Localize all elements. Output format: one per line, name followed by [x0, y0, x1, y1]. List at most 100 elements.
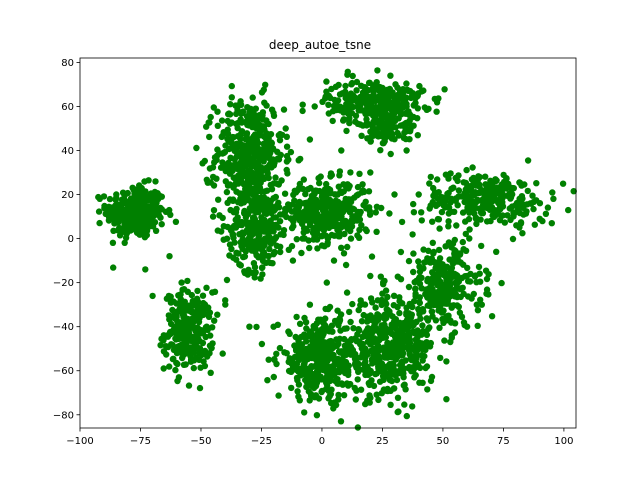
scatter-point: [403, 103, 410, 110]
scatter-point: [109, 239, 117, 246]
scatter-point: [363, 227, 370, 235]
scatter-point: [429, 313, 436, 320]
scatter-point: [453, 222, 460, 229]
scatter-point: [358, 318, 366, 325]
scatter-point: [317, 221, 324, 228]
scatter-point: [307, 329, 315, 336]
scatter-point: [172, 366, 179, 374]
scatter-point: [288, 384, 295, 392]
scatter-point: [430, 250, 437, 257]
scatter-point: [394, 394, 402, 401]
scatter-point: [260, 216, 267, 224]
scatter-point: [255, 131, 262, 138]
scatter-point: [338, 380, 345, 387]
scatter-point: [443, 396, 450, 403]
scatter-point: [384, 339, 391, 347]
scatter-point: [418, 209, 425, 216]
scatter-point: [411, 279, 418, 286]
points-layer: [95, 67, 577, 431]
scatter-point: [375, 396, 382, 404]
scatter-point: [280, 227, 288, 234]
scatter-point: [445, 175, 452, 182]
scatter-point: [435, 95, 442, 102]
scatter-point: [295, 157, 302, 164]
scatter-point: [352, 215, 360, 222]
scatter-point: [447, 338, 454, 346]
scatter-point: [207, 369, 214, 376]
scatter-point: [369, 355, 376, 363]
scatter-point: [248, 198, 255, 205]
scatter-point: [454, 177, 461, 185]
scatter-point: [462, 179, 470, 187]
scatter-point: [142, 266, 149, 273]
scatter-point: [295, 393, 302, 400]
scatter-point: [492, 176, 499, 183]
scatter-point: [445, 223, 452, 230]
scatter-point: [316, 318, 323, 325]
scatter-point: [395, 408, 402, 415]
scatter-point: [237, 239, 244, 246]
scatter-point: [472, 182, 480, 189]
scatter-point: [419, 306, 426, 313]
scatter-point: [325, 101, 332, 109]
scatter-point: [196, 384, 204, 392]
scatter-point: [487, 193, 494, 201]
scatter-point: [466, 235, 473, 242]
scatter-point: [286, 355, 293, 362]
x-tick-label: −100: [66, 436, 93, 447]
scatter-point: [347, 380, 354, 388]
scatter-point: [374, 359, 381, 366]
scatter-point: [237, 116, 244, 123]
scatter-point: [397, 109, 404, 117]
scatter-point: [404, 338, 411, 346]
scatter-point: [347, 343, 354, 350]
scatter-point: [436, 198, 443, 205]
scatter-point: [193, 144, 200, 152]
scatter-point: [281, 349, 288, 356]
scatter-point: [426, 302, 433, 310]
scatter-point: [409, 403, 416, 410]
scatter-point: [190, 364, 197, 372]
scatter-point: [366, 381, 373, 389]
scatter-point: [294, 186, 301, 194]
y-tick-label: −20: [53, 278, 74, 289]
scatter-point: [277, 243, 284, 250]
scatter-point: [323, 279, 330, 286]
scatter-point: [176, 319, 183, 326]
scatter-point: [149, 292, 156, 300]
scatter-point: [314, 230, 321, 237]
scatter-point: [330, 102, 338, 110]
scatter-point: [435, 307, 442, 314]
scatter-point: [382, 114, 389, 121]
scatter-point: [264, 377, 271, 384]
scatter-point: [313, 412, 321, 419]
scatter-point: [258, 246, 266, 254]
scatter-point: [510, 213, 517, 220]
scatter-point: [172, 335, 179, 342]
scatter-point: [419, 379, 426, 386]
scatter-point: [213, 156, 220, 164]
scatter-point: [275, 392, 282, 399]
scatter-point: [259, 254, 266, 261]
scatter-point: [283, 213, 290, 221]
scatter-point: [387, 401, 394, 408]
scatter-point: [171, 324, 179, 331]
scatter-point: [408, 356, 415, 364]
scatter-point: [101, 202, 108, 210]
scatter-point: [377, 273, 384, 280]
scatter-point: [373, 370, 380, 377]
scatter-point: [258, 123, 265, 130]
scatter-point: [469, 164, 476, 171]
scatter-point: [434, 176, 441, 183]
x-tick-label: −50: [190, 436, 211, 447]
scatter-point: [214, 122, 221, 129]
scatter-point: [184, 277, 191, 285]
y-tick-label: −40: [53, 322, 74, 333]
scatter-point: [430, 184, 437, 192]
y-tick-label: 40: [61, 146, 74, 157]
scatter-point: [276, 137, 284, 144]
scatter-point: [235, 164, 242, 172]
scatter-point: [413, 352, 420, 359]
scatter-point: [301, 359, 308, 366]
scatter-point: [253, 222, 261, 229]
